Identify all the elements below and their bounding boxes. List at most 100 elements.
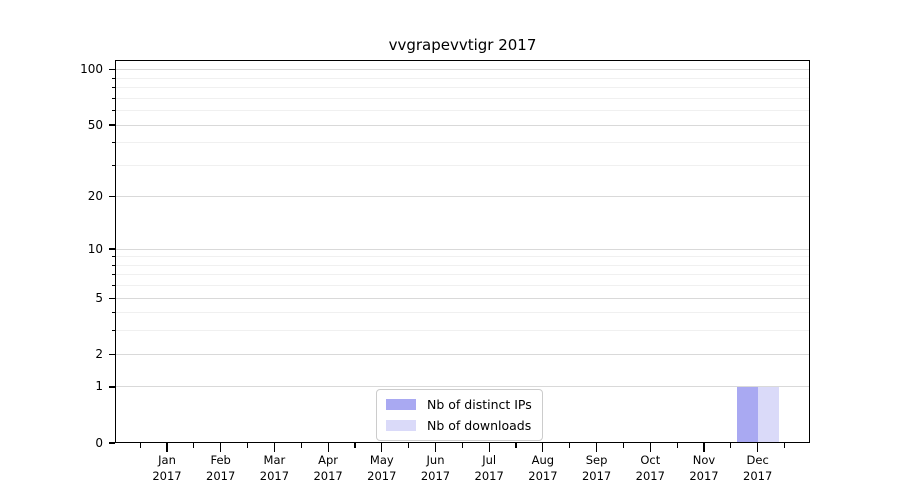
- x-tick-minor: [408, 443, 410, 448]
- x-tick-minor: [139, 443, 141, 448]
- y-tick-minor: [112, 274, 115, 276]
- gridline-major: [115, 69, 810, 71]
- x-tick-minor: [515, 443, 517, 448]
- y-tick-minor: [112, 77, 115, 79]
- gridline-minor: [115, 256, 810, 258]
- y-tick-label: 50: [87, 117, 103, 132]
- x-tick-year: 2017: [152, 468, 182, 483]
- gridline-minor: [115, 330, 810, 332]
- x-tick-year: 2017: [420, 468, 451, 483]
- x-tick-minor: [676, 443, 678, 448]
- legend-swatch-downloads: [386, 420, 416, 431]
- x-tick-month: Aug: [531, 453, 555, 467]
- x-tick-month: Jul: [482, 453, 497, 467]
- x-tick-month: May: [369, 453, 394, 467]
- x-tick-label: Jul 2017: [461, 453, 517, 484]
- gridline-major: [115, 297, 810, 299]
- bar-layer: [115, 60, 810, 443]
- legend-label-downloads: Nb of downloads: [427, 418, 532, 433]
- x-tick-major: [434, 443, 437, 452]
- x-tick-month: Nov: [692, 453, 716, 467]
- y-tick-label: 1: [95, 379, 103, 394]
- bar-nb-of-downloads: [757, 386, 779, 443]
- x-tick-label: Nov 2017: [676, 453, 732, 484]
- x-tick-minor: [246, 443, 249, 448]
- x-tick-label: Dec 2017: [730, 453, 786, 484]
- legend-item-distinct-ips: Nb of distinct IPs: [386, 397, 532, 412]
- x-tick-major: [757, 443, 759, 452]
- gridline-minor: [115, 110, 810, 112]
- y-tick-minor: [112, 264, 115, 266]
- legend-label-distinct-ips: Nb of distinct IPs: [427, 397, 532, 412]
- x-tick-year: 2017: [206, 468, 236, 483]
- x-tick-major: [488, 443, 490, 452]
- x-tick-label: Sep 2017: [569, 453, 625, 484]
- x-tick-year: 2017: [635, 468, 665, 483]
- x-tick-label: Aug 2017: [515, 453, 571, 484]
- gridline-major: [115, 196, 810, 198]
- y-tick-label: 20: [87, 189, 103, 204]
- gridline-minor: [115, 87, 810, 89]
- x-tick-label: Oct 2017: [622, 453, 678, 484]
- y-tick-major: [109, 248, 115, 250]
- y-tick-label: 2: [95, 346, 103, 361]
- x-tick-label: Mar 2017: [246, 453, 302, 484]
- bar-nb-of-distinct-ips: [736, 386, 758, 443]
- x-tick-year: 2017: [528, 468, 558, 483]
- gridline-minor: [115, 164, 810, 166]
- x-tick-month: Dec: [746, 453, 769, 467]
- gridline-minor: [115, 274, 810, 276]
- plot-area: Nb of distinct IPs Nb of downloads: [115, 60, 810, 443]
- y-tick-major: [109, 297, 115, 299]
- y-tick-minor: [112, 97, 115, 99]
- x-tick-minor: [461, 443, 463, 448]
- legend: Nb of distinct IPs Nb of downloads: [376, 389, 543, 441]
- y-tick-label: 100: [80, 62, 103, 77]
- chart-title: vvgrapevvtigr 2017: [388, 36, 537, 54]
- x-tick-major: [649, 443, 651, 452]
- x-tick-minor: [622, 443, 625, 448]
- y-tick-minor: [112, 256, 115, 258]
- x-tick-major: [166, 443, 168, 452]
- x-tick-year: 2017: [581, 468, 612, 483]
- x-tick-label: Apr 2017: [300, 453, 356, 484]
- y-tick-minor: [112, 110, 115, 111]
- y-tick-minor: [112, 142, 115, 144]
- y-tick-label: 5: [95, 290, 103, 305]
- gridline-minor: [115, 285, 810, 287]
- x-tick-minor: [730, 443, 732, 448]
- x-tick-month: Sep: [585, 453, 608, 467]
- x-tick-year: 2017: [367, 468, 397, 483]
- y-tick-label: 10: [87, 241, 103, 256]
- x-tick-minor: [193, 443, 195, 448]
- x-tick-month: Feb: [210, 453, 231, 467]
- y-tick-major: [109, 442, 115, 444]
- x-tick-month: Jan: [158, 453, 176, 467]
- x-tick-major: [220, 443, 222, 452]
- x-tick-month: Jun: [426, 453, 445, 467]
- gridline-major: [115, 124, 810, 126]
- y-tick-minor: [112, 164, 115, 166]
- x-tick-label: Jan 2017: [139, 453, 195, 484]
- y-tick-major: [109, 69, 115, 71]
- y-tick-minor: [112, 312, 115, 314]
- y-tick-major: [109, 124, 115, 126]
- y-tick-major: [109, 196, 115, 198]
- y-tick-major: [109, 353, 115, 355]
- gridline-major: [115, 353, 810, 355]
- x-tick-month: Apr: [318, 453, 339, 467]
- x-tick-major: [596, 443, 598, 452]
- x-tick-month: Oct: [640, 453, 661, 467]
- y-tick-minor: [112, 87, 115, 89]
- x-tick-year: 2017: [743, 468, 773, 483]
- x-tick-year: 2017: [259, 468, 290, 483]
- x-tick-year: 2017: [689, 468, 719, 483]
- x-tick-year: 2017: [474, 468, 504, 483]
- x-tick-major: [542, 443, 544, 452]
- x-tick-minor: [354, 443, 356, 448]
- x-tick-minor: [569, 443, 571, 448]
- legend-item-downloads: Nb of downloads: [386, 418, 532, 433]
- legend-swatch-distinct-ips: [386, 399, 416, 410]
- y-tick-major: [109, 386, 115, 388]
